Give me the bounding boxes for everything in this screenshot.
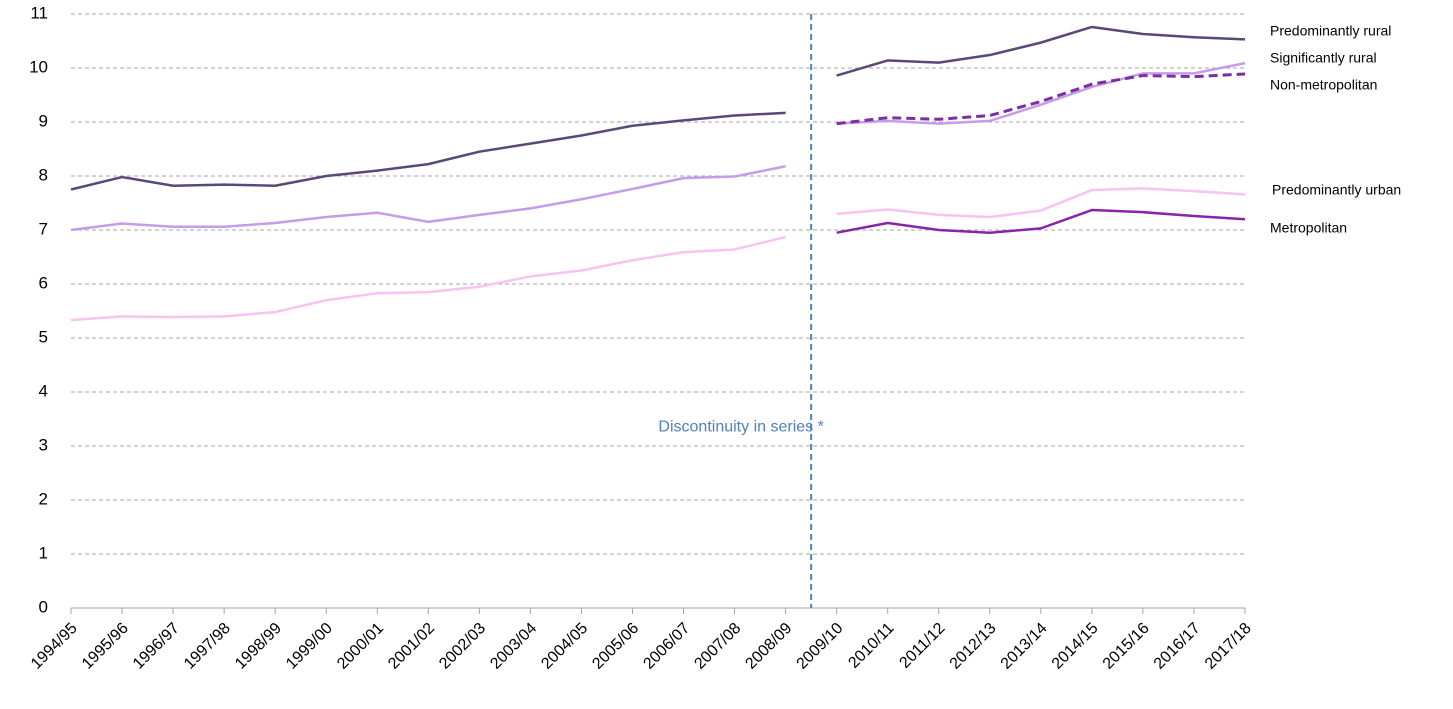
- x-tick-label: 1999/00: [283, 620, 336, 673]
- x-tick-label: 2014/15: [1049, 620, 1102, 673]
- discontinuity-label: Discontinuity in series *: [658, 418, 823, 435]
- x-tick-label: 2011/12: [896, 620, 948, 672]
- series-line: [836, 208, 1246, 234]
- x-tick-label: 2012/13: [947, 620, 1000, 673]
- series-line: [836, 25, 1246, 77]
- y-tick-label: 6: [39, 273, 48, 292]
- series-line: [70, 165, 786, 232]
- x-tick-label: 1995/96: [79, 620, 132, 673]
- x-tick-label: 2016/17: [1151, 620, 1204, 673]
- x-tick-label: 1998/99: [232, 620, 285, 673]
- x-tick-label: 2015/16: [1100, 620, 1153, 673]
- series-line: [836, 61, 1246, 125]
- x-tick-label: 2008/09: [742, 620, 795, 673]
- x-tick-label: 2007/08: [691, 620, 744, 673]
- legend-label: Metropolitan: [1270, 220, 1347, 236]
- x-tick-label: 2004/05: [538, 620, 591, 673]
- x-tick-label: 2010/11: [845, 620, 897, 672]
- y-tick-label: 11: [30, 3, 48, 22]
- x-tick-label: 2017/18: [1202, 620, 1255, 673]
- x-tick-label: 2013/14: [998, 620, 1051, 673]
- x-tick-label: 1994/95: [28, 620, 81, 673]
- x-tick-label: 2006/07: [640, 620, 693, 673]
- series-line: [836, 187, 1246, 219]
- y-tick-label: 4: [39, 381, 48, 400]
- y-tick-label: 8: [39, 165, 48, 184]
- legend-label: Predominantly urban: [1272, 182, 1401, 198]
- x-tick-label: 2003/04: [487, 620, 540, 673]
- legend-label: Significantly rural: [1270, 50, 1377, 66]
- legend-label: Predominantly rural: [1270, 23, 1391, 39]
- y-tick-label: 9: [39, 111, 48, 130]
- series-line: [70, 235, 786, 322]
- y-tick-label: 0: [39, 597, 48, 616]
- y-tick-label: 3: [39, 435, 48, 454]
- x-tick-label: 2005/06: [589, 620, 642, 673]
- y-tick-label: 7: [39, 219, 48, 238]
- x-tick-label: 2002/03: [436, 620, 489, 673]
- x-tick-label: 1996/97: [130, 620, 183, 673]
- series-line: [70, 111, 786, 191]
- x-tick-label: 2009/10: [794, 620, 847, 673]
- y-tick-label: 10: [29, 57, 48, 76]
- x-tick-label: 1997/98: [181, 620, 234, 673]
- series-line: [836, 72, 1246, 126]
- x-tick-label: 2001/02: [385, 620, 438, 673]
- y-tick-label: 1: [39, 543, 48, 562]
- y-tick-label: 5: [39, 327, 48, 346]
- x-tick-label: 2000/01: [334, 620, 387, 673]
- y-tick-label: 2: [39, 489, 48, 508]
- legend-label: Non-metropolitan: [1270, 77, 1377, 93]
